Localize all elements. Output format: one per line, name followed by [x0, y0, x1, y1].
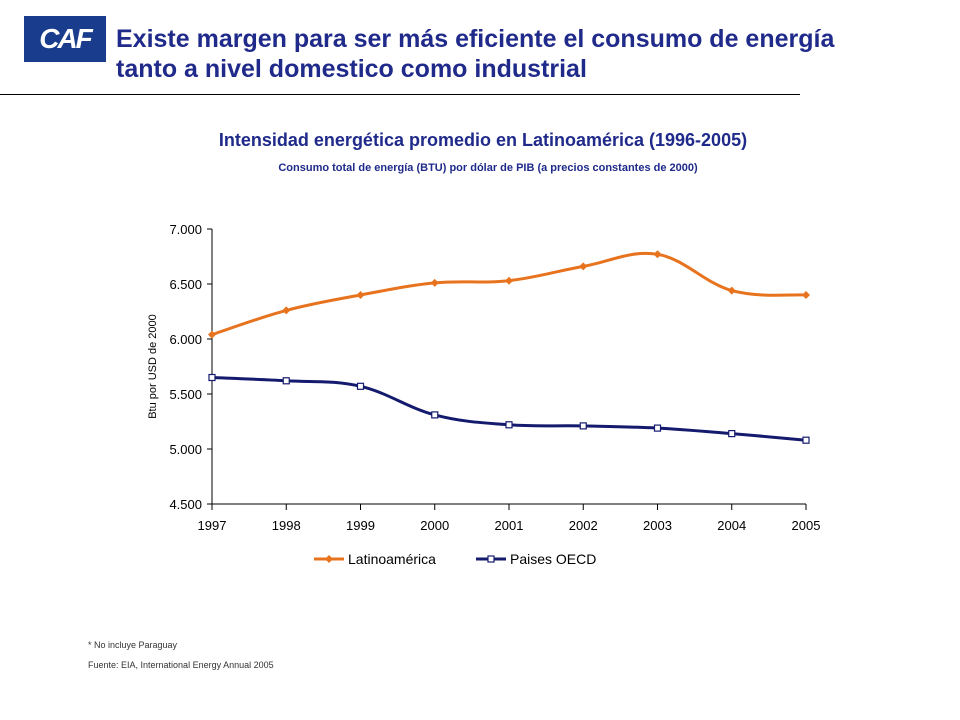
data-point-latinoam-rica	[356, 291, 365, 299]
legend-marker-paises-oecd	[487, 555, 495, 563]
data-point-paises-oecd	[653, 424, 662, 432]
data-point-latinoam-rica	[727, 286, 736, 295]
data-point-paises-oecd	[579, 422, 587, 430]
data-point-latinoam-rica	[802, 291, 810, 299]
data-point-paises-oecd	[431, 411, 439, 419]
footnote-note: * No incluye Paraguay	[88, 640, 178, 650]
data-point-paises-oecd	[728, 430, 736, 438]
data-point-latinoam-rica	[505, 276, 513, 285]
caf-logo: CAF	[24, 16, 106, 62]
data-point-paises-oecd	[208, 373, 216, 382]
y-tick-label: 5.000	[169, 442, 202, 457]
data-point-paises-oecd	[356, 382, 365, 390]
slide-title: Existe margen para ser más eficiente el …	[116, 24, 936, 84]
y-tick-label: 4.500	[169, 497, 202, 512]
data-point-latinoam-rica	[282, 306, 291, 315]
x-tick-label: 2001	[495, 518, 524, 533]
data-point-latinoam-rica	[579, 262, 588, 271]
x-tick-label: 2003	[643, 518, 672, 533]
x-tick-label: 2000	[420, 518, 449, 533]
title-divider	[0, 94, 800, 95]
x-tick-label: 1998	[272, 518, 301, 533]
x-tick-label: 2005	[792, 518, 821, 533]
data-point-paises-oecd	[802, 436, 810, 444]
data-point-latinoam-rica	[430, 278, 439, 287]
slide-title-line-2: tanto a nivel domestico como industrial	[116, 55, 587, 83]
chart-title: Intensidad energética promedio en Latino…	[218, 130, 748, 150]
data-point-paises-oecd	[505, 421, 513, 429]
data-point-paises-oecd	[282, 377, 290, 385]
x-tick-label: 1997	[198, 518, 227, 533]
chart-subtitle: Consumo total de energía (BTU) por dólar…	[278, 162, 698, 174]
legend-marker-latinoam-rica	[325, 555, 333, 563]
y-tick-label: 6.000	[169, 332, 202, 347]
x-tick-label: 2002	[569, 518, 598, 533]
x-tick-label: 1999	[346, 518, 375, 533]
legend-label-paises-oecd: Paises OECD	[510, 551, 596, 567]
slide-title-line-1: Existe margen para ser más eficiente el …	[116, 25, 835, 53]
legend-label-latinoam-rica: Latinoamérica	[348, 551, 436, 567]
y-tick-label: 7.000	[169, 222, 202, 237]
y-tick-label: 6.500	[169, 277, 202, 292]
data-point-latinoam-rica	[208, 330, 216, 339]
series-line-paises-oecd	[211, 376, 807, 442]
series-line-latinoam-rica	[211, 251, 807, 337]
x-tick-label: 2004	[717, 518, 746, 533]
y-tick-label: 5.500	[169, 387, 202, 402]
data-point-latinoam-rica	[653, 250, 662, 259]
footnote-source: Fuente: EIA, International Energy Annual…	[88, 660, 274, 670]
y-axis-label: Btu por USD de 2000	[147, 314, 159, 419]
